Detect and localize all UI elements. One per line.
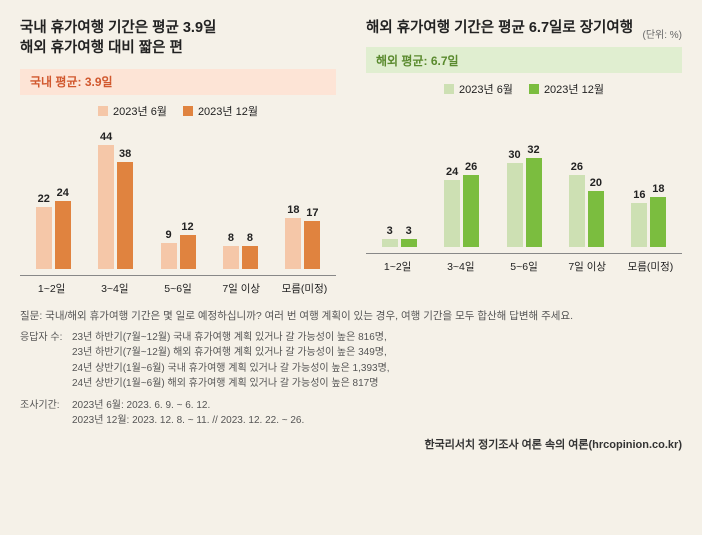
x-label: 1~2일	[20, 281, 83, 296]
x-label: 모름(미정)	[619, 259, 682, 274]
overseas-avg-bar: 해외 평균: 6.7일	[366, 47, 682, 73]
legend-item: 2023년 12월	[529, 81, 604, 97]
bar-group: 2224	[22, 187, 84, 268]
bar	[285, 218, 301, 268]
overseas-legend: 2023년 6월 2023년 12월	[366, 81, 682, 97]
x-label: 3~4일	[429, 259, 492, 274]
x-label: 7일 이상	[210, 281, 273, 296]
bar	[588, 191, 604, 247]
bar-group: 3032	[493, 144, 555, 248]
x-label: 5~6일	[146, 281, 209, 296]
bar	[55, 201, 71, 268]
bar	[180, 235, 196, 269]
x-label: 7일 이상	[556, 259, 619, 274]
bar	[382, 239, 398, 247]
bar	[526, 158, 542, 248]
source-credit: 한국리서치 정기조사 여론 속의 여론(hrcopinion.co.kr)	[20, 437, 682, 454]
footer-notes: 질문: 국내/해외 휴가여행 기간은 몇 일로 예정하십니까? 여러 번 여행 …	[20, 308, 682, 454]
bar	[36, 207, 52, 269]
legend-item: 2023년 12월	[183, 103, 258, 119]
bar	[631, 203, 647, 248]
bar-group: 2620	[555, 161, 617, 248]
domestic-chart: 22244438912881817 1~2일3~4일5~6일7일 이상모름(미정…	[20, 129, 336, 294]
overseas-chart: 332426303226201618 1~2일3~4일5~6일7일 이상모름(미…	[366, 107, 682, 272]
bar	[223, 246, 239, 268]
bar-group: 33	[368, 225, 430, 247]
x-label: 모름(미정)	[273, 281, 336, 296]
bar-group: 88	[209, 232, 271, 268]
bar	[161, 243, 177, 268]
bar	[242, 246, 258, 268]
bar	[98, 145, 114, 268]
overseas-panel: 해외 휴가여행 기간은 평균 6.7일로 장기여행 (단위: %) 해외 평균:…	[366, 18, 682, 294]
domestic-avg-bar: 국내 평균: 3.9일	[20, 69, 336, 95]
bar	[401, 239, 417, 247]
bar-group: 2426	[430, 161, 492, 248]
bar-group: 912	[147, 221, 209, 269]
bar	[569, 175, 585, 248]
x-label: 1~2일	[366, 259, 429, 274]
bar	[444, 180, 460, 247]
bar	[117, 162, 133, 268]
bar	[507, 163, 523, 247]
bar	[304, 221, 320, 269]
respondent-info: 응답자 수:23년 하반기(7월~12월) 국내 휴가여행 계획 있거나 갈 가…	[20, 330, 682, 392]
x-label: 5~6일	[492, 259, 555, 274]
legend-item: 2023년 6월	[98, 103, 167, 119]
bar-group: 1817	[272, 204, 334, 268]
bar-group: 1618	[618, 183, 680, 247]
domestic-title: 국내 휴가여행 기간은 평균 3.9일 해외 휴가여행 대비 짧은 편	[20, 18, 336, 59]
bar	[650, 197, 666, 247]
bar-group: 4438	[84, 131, 146, 268]
period-info: 조사기간:2023년 6월: 2023. 6. 9. ~ 6. 12. 2023…	[20, 398, 682, 429]
bar	[463, 175, 479, 248]
question-text: 질문: 국내/해외 휴가여행 기간은 몇 일로 예정하십니까? 여러 번 여행 …	[20, 308, 682, 324]
x-label: 3~4일	[83, 281, 146, 296]
domestic-legend: 2023년 6월 2023년 12월	[20, 103, 336, 119]
domestic-panel: 국내 휴가여행 기간은 평균 3.9일 해외 휴가여행 대비 짧은 편 국내 평…	[20, 18, 336, 294]
legend-item: 2023년 6월	[444, 81, 513, 97]
